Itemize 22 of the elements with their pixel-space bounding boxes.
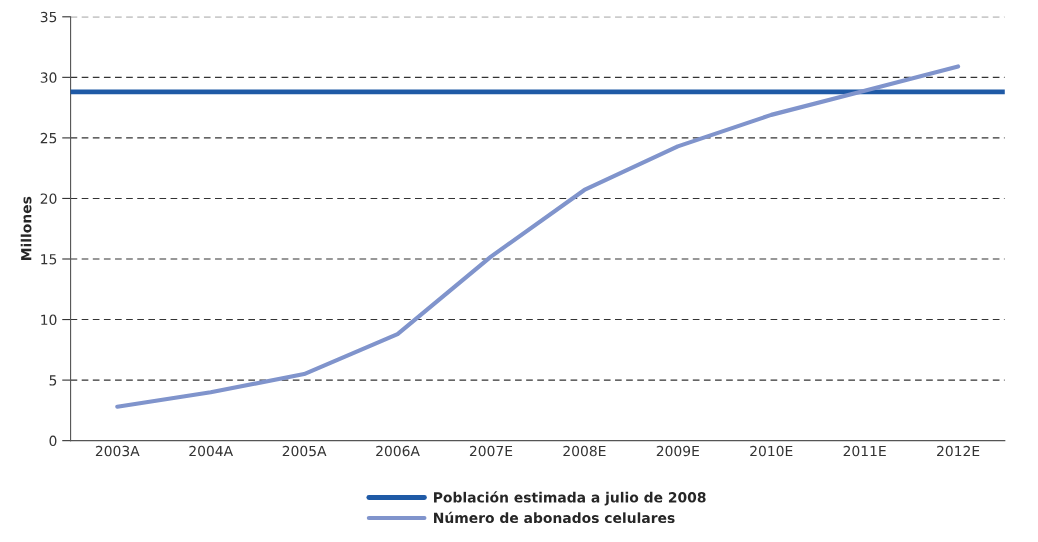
- y-tick-label: 15: [41, 254, 57, 265]
- legend-label: Población estimada a julio de 2008: [434, 491, 706, 506]
- y-tick-label: 25: [40, 132, 57, 144]
- x-tick-label: 2012E: [937, 445, 980, 457]
- x-tick-label: 2004A: [189, 445, 234, 457]
- x-tick-label: 2007E: [469, 445, 513, 457]
- x-tick-label: 2011E: [843, 445, 886, 457]
- line-series: [115, 64, 961, 409]
- y-axis-title: Millones: [20, 196, 32, 261]
- y-tick-label: 20: [40, 193, 57, 204]
- x-tick-label: 2008E: [563, 445, 606, 457]
- x-tick-label: 2009E: [656, 445, 699, 457]
- legend-label: Número de abonados celulares: [434, 511, 675, 524]
- y-tick-label: 30: [40, 72, 57, 83]
- x-tick-label: 2005A: [282, 445, 327, 457]
- y-tick-label: 10: [41, 314, 57, 326]
- y-tick-label: 0: [49, 435, 57, 447]
- x-tick-label: 2010E: [750, 445, 793, 457]
- x-tick-label: 2003A: [95, 445, 140, 457]
- y-tick-label: 5: [49, 375, 57, 386]
- x-tick-label: 2006A: [376, 445, 420, 457]
- y-tick-label: 35: [40, 11, 57, 23]
